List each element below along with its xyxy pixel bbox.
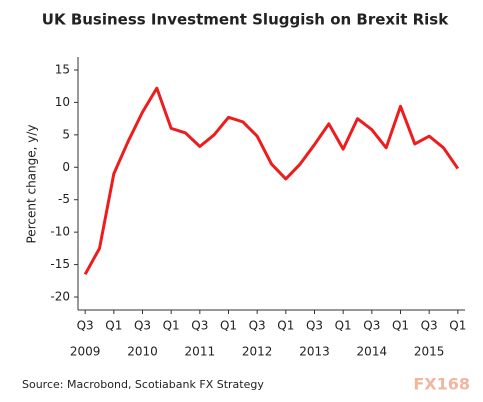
y-tick-label: -20	[50, 290, 70, 304]
y-tick-label: 0	[62, 160, 70, 174]
chart-title: UK Business Investment Sluggish on Brexi…	[42, 11, 449, 29]
y-tick-label: 15	[55, 62, 70, 76]
year-label: 2015	[414, 345, 445, 359]
watermark: FX168	[413, 375, 470, 394]
year-label: 2009	[70, 345, 101, 359]
x-tick-label: Q1	[220, 319, 237, 333]
y-tick-label: 5	[62, 127, 70, 141]
y-tick-label: -15	[50, 257, 70, 271]
x-tick-label: Q3	[134, 319, 151, 333]
year-label: 2012	[242, 345, 273, 359]
x-tick-label: Q3	[191, 319, 208, 333]
x-tick-label: Q1	[163, 319, 180, 333]
data-line	[83, 86, 460, 276]
y-tick-label: -10	[50, 225, 70, 239]
year-label: 2013	[299, 345, 330, 359]
source: Source: Macrobond, Scotiabank FX Strateg…	[22, 378, 264, 391]
y-tick-label: -5	[58, 192, 70, 206]
year-label: 2010	[127, 345, 158, 359]
x-tick-label: Q1	[277, 319, 294, 333]
year-label: 2014	[357, 345, 388, 359]
y-tick-label: 10	[55, 95, 70, 109]
x-tick-label: Q3	[249, 319, 266, 333]
y-axis-label: Percent change, y/y	[25, 124, 39, 243]
x-tick-label: Q1	[392, 319, 409, 333]
x-tick-label: Q3	[363, 319, 380, 333]
x-tick-label: Q3	[421, 319, 438, 333]
x-tick-label: Q3	[306, 319, 323, 333]
x-tick-label: Q1	[105, 319, 122, 333]
x-tick-label: Q3	[77, 319, 94, 333]
year-label: 2011	[185, 345, 216, 359]
x-tick-label: Q1	[335, 319, 352, 333]
x-tick-label: Q1	[449, 319, 466, 333]
